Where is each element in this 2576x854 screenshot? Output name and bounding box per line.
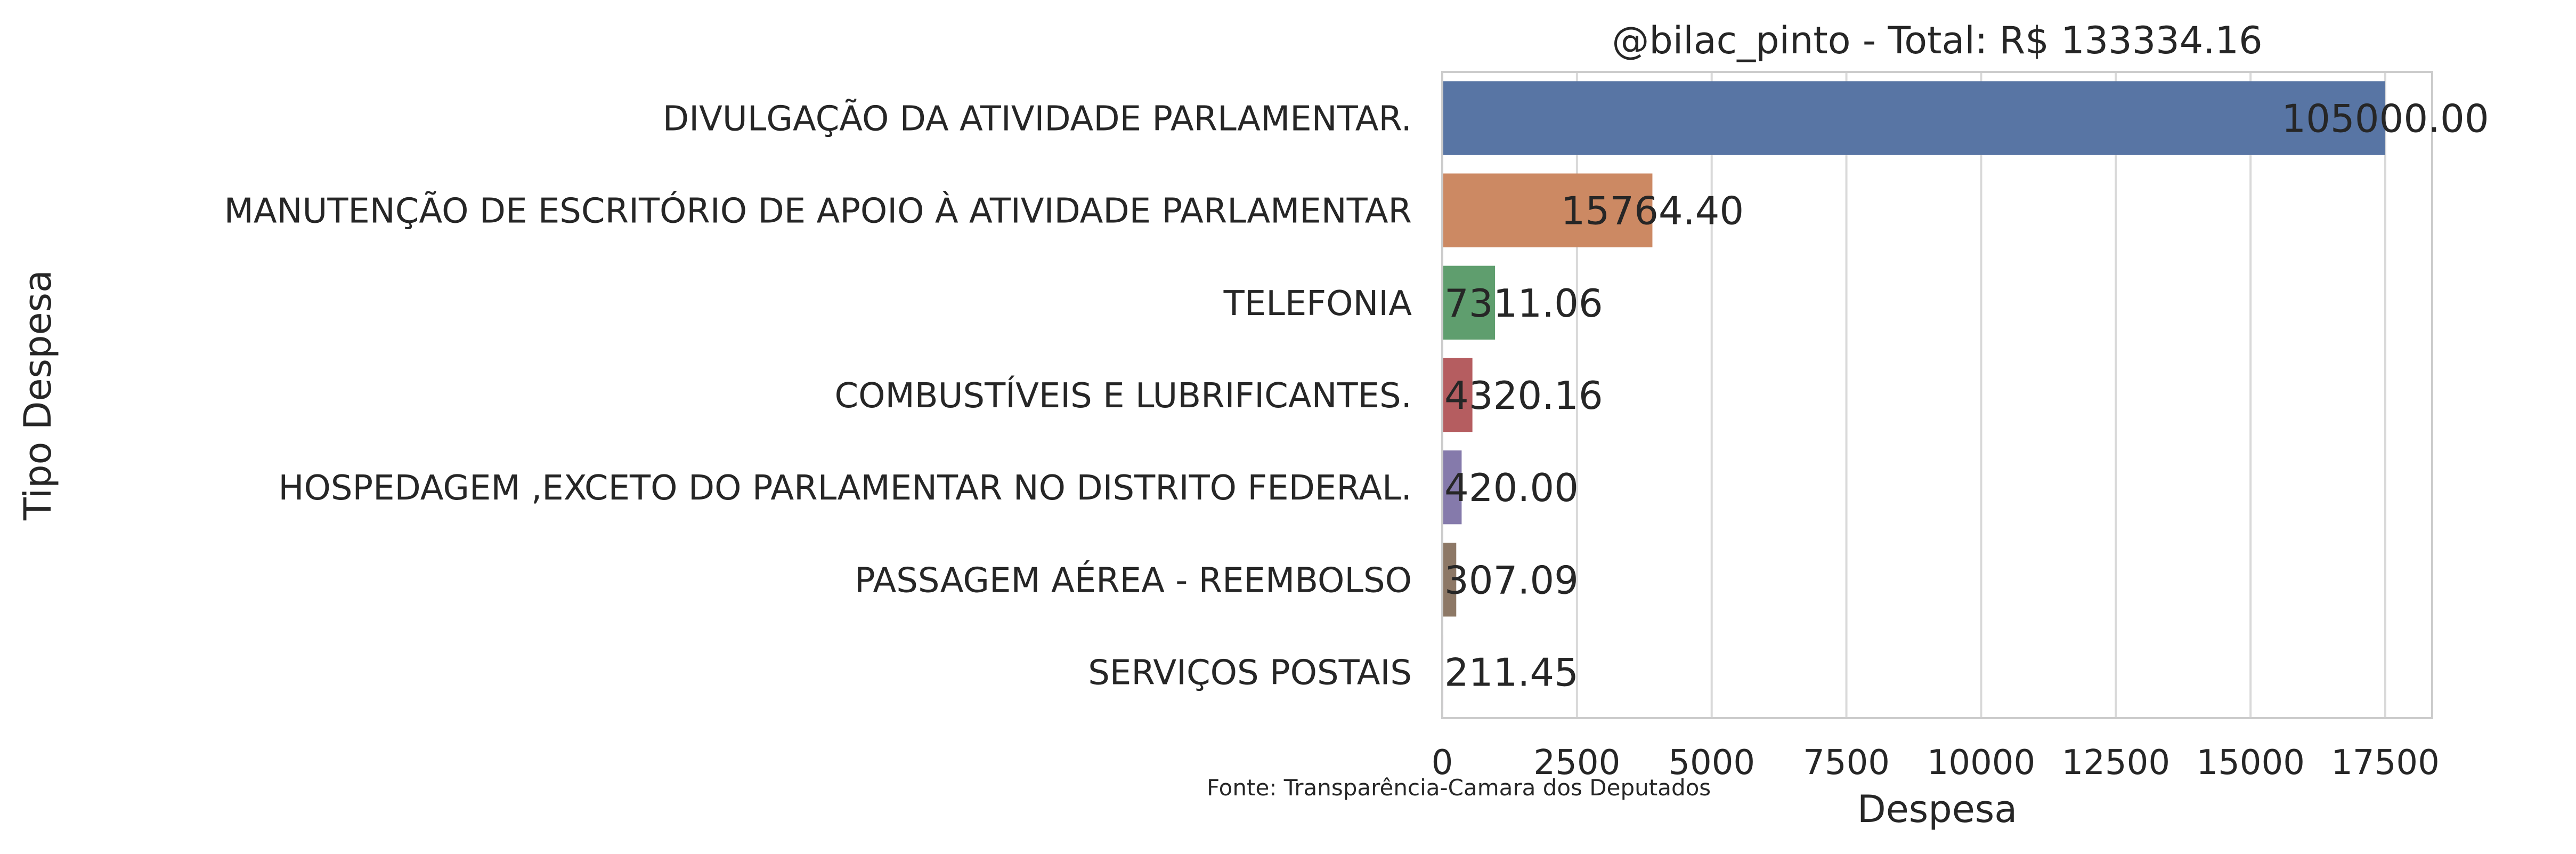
category-label: HOSPEDAGEM ,EXCETO DO PARLAMENTAR NO DIS… — [278, 469, 1412, 508]
bar — [1442, 173, 1653, 247]
x-tick-label: 2500 — [1533, 743, 1620, 783]
bar — [1442, 265, 1496, 340]
x-tick-label: 12500 — [2061, 743, 2170, 783]
category-label: DIVULGAÇÃO DA ATIVIDADE PARLAMENTAR. — [663, 99, 1412, 139]
bar-value-label: 307.09 — [1444, 558, 1579, 602]
x-tick-label: 0 — [1432, 743, 1453, 783]
bar-value-label: 105000.00 — [2281, 96, 2489, 141]
y-axis-label: Tipo Despesa — [16, 270, 60, 521]
x-tick-label: 15000 — [2196, 743, 2305, 783]
chart-title: @bilac_pinto - Total: R$ 133334.16 — [1612, 19, 2262, 62]
plot-frame — [1441, 71, 2433, 719]
category-label: SERVIÇOS POSTAIS — [1088, 653, 1412, 692]
source-footnote: Fonte: Transparência-Camara dos Deputado… — [1207, 775, 1711, 801]
bar — [1442, 81, 2385, 155]
bar-value-label: 15764.40 — [1561, 189, 1744, 233]
category-label: PASSAGEM AÉREA - REEMBOLSO — [855, 560, 1412, 600]
bar-value-labels: 105000.00 15764.40 7311.06 4320.16 420.00 307… — [1444, 96, 2489, 695]
x-tick-label: 17500 — [2331, 743, 2440, 783]
bar — [1442, 450, 1462, 525]
x-axis-label: Despesa — [1857, 787, 2017, 831]
x-tick-labels: 0 2500 5000 7500 10000 12500 15000 17500 — [1432, 743, 2440, 783]
bar — [1442, 358, 1473, 432]
bars — [1442, 81, 2385, 709]
category-label: TELEFONIA — [1223, 284, 1412, 324]
x-tick-label: 7500 — [1803, 743, 1890, 783]
x-tick-label: 10000 — [1927, 743, 2036, 783]
bar-value-label: 211.45 — [1444, 650, 1579, 695]
bar-value-label: 7311.06 — [1444, 281, 1603, 326]
bar-value-label: 4320.16 — [1444, 373, 1603, 418]
category-labels: DIVULGAÇÃO DA ATIVIDADE PARLAMENTAR. MANU… — [224, 99, 1412, 693]
category-label: MANUTENÇÃO DE ESCRITÓRIO DE APOIO À ATIV… — [224, 191, 1412, 231]
x-tick-label: 5000 — [1668, 743, 1755, 783]
category-label: COMBUSTÍVEIS E LUBRIFICANTES. — [834, 375, 1412, 416]
bar — [1442, 543, 1457, 617]
bar-value-label: 420.00 — [1444, 465, 1579, 510]
